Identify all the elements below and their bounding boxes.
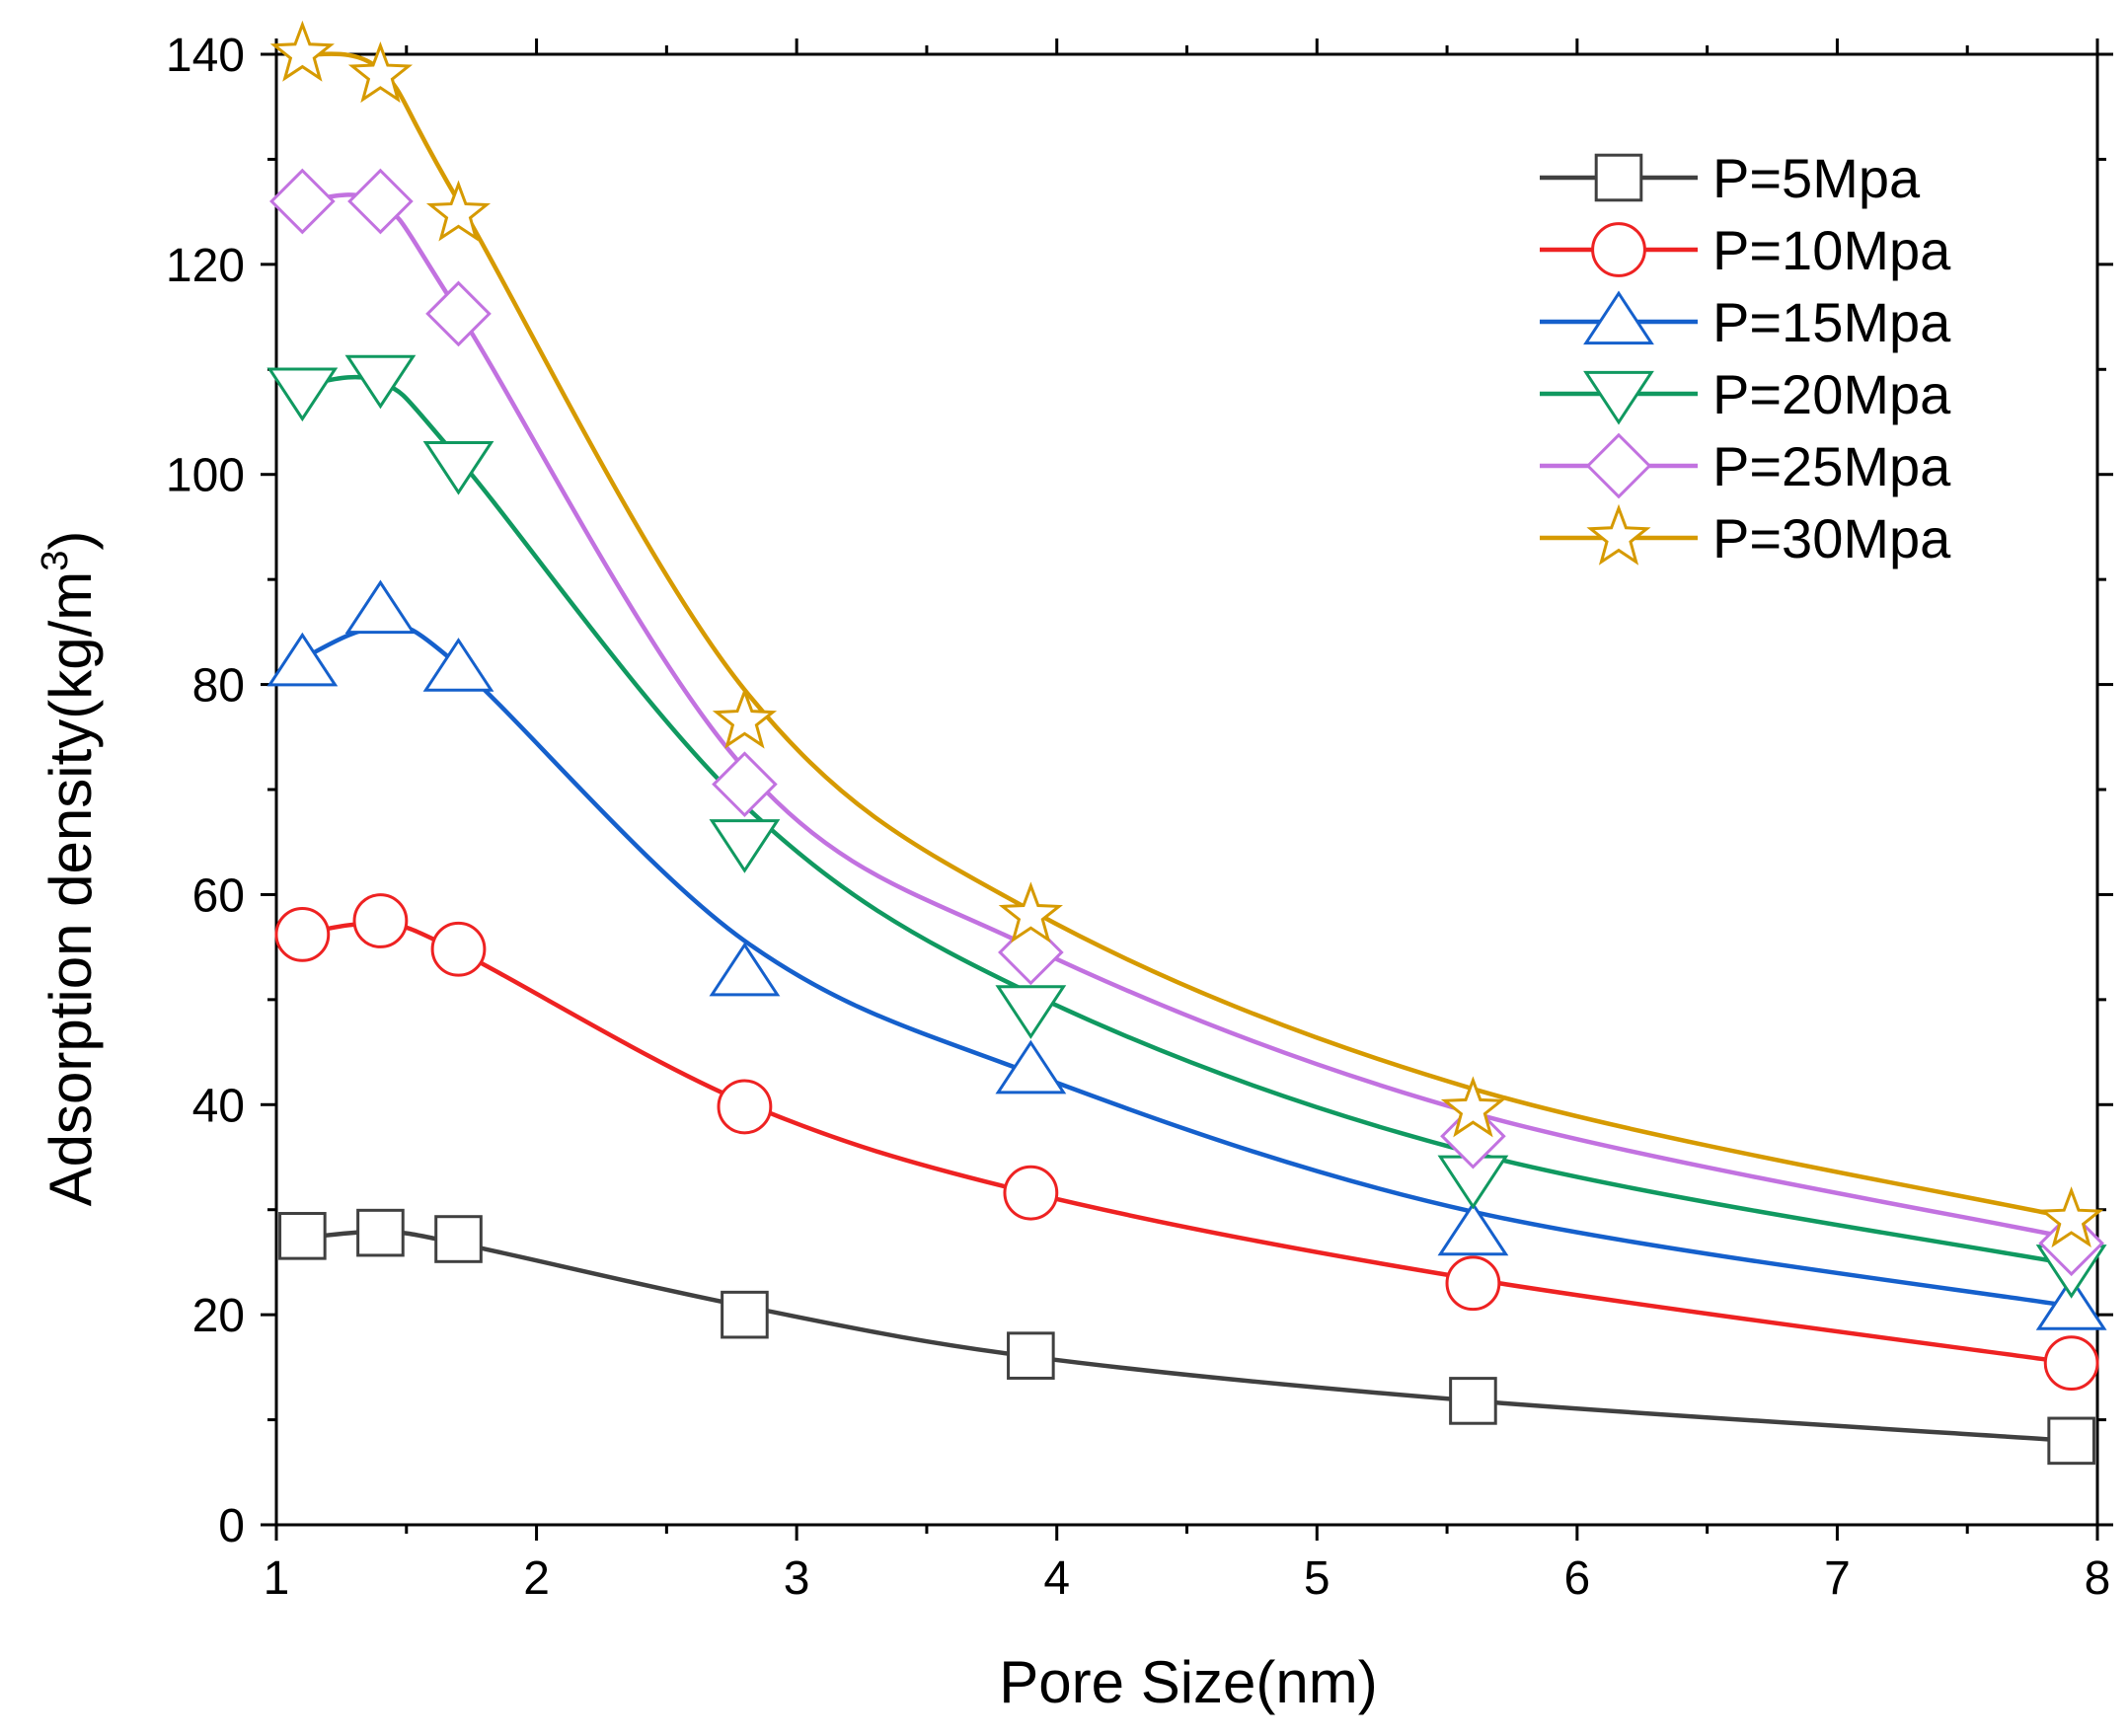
data-point	[2039, 1186, 2104, 1248]
data-point	[430, 921, 487, 977]
data-point	[717, 1079, 773, 1135]
data-point	[356, 1208, 405, 1257]
y-tick-label: 140	[166, 30, 245, 82]
data-point	[352, 893, 409, 948]
legend-marker	[1583, 290, 1654, 345]
legend-item: P=30Mpa	[1540, 503, 1951, 569]
data-point	[1440, 1076, 1506, 1138]
data-point	[434, 1215, 483, 1263]
series-p-15mpa	[266, 579, 2107, 1330]
legend-label: P=10Mpa	[1712, 219, 1951, 281]
legend-label: P=20Mpa	[1712, 363, 1951, 425]
legend-item: P=20Mpa	[1540, 363, 1951, 425]
data-point	[1449, 1377, 1497, 1425]
legend-item: P=25Mpa	[1540, 432, 1951, 499]
y-axis-title-superscript: 3	[35, 551, 76, 571]
x-tick-label: 7	[1824, 1552, 1851, 1605]
legend-item: P=10Mpa	[1540, 219, 1951, 281]
data-point	[709, 819, 781, 873]
x-axis-title: Pore Size(nm)	[999, 1649, 1377, 1715]
series-p-30mpa	[269, 20, 2104, 1248]
series-line	[302, 921, 2072, 1366]
data-point	[1007, 1331, 1055, 1380]
data-point	[425, 180, 492, 242]
data-point	[269, 20, 335, 82]
data-point	[269, 168, 336, 235]
data-point	[425, 280, 492, 347]
y-axis-title: Adsorption density(kg/m3)	[35, 531, 104, 1207]
x-tick-label: 1	[264, 1552, 290, 1605]
data-point	[344, 579, 417, 635]
legend-item: P=5Mpa	[1540, 147, 1921, 209]
series-line	[302, 374, 2073, 1267]
x-tick-label: 8	[2085, 1552, 2111, 1605]
data-point	[995, 985, 1067, 1039]
legend-marker	[1594, 153, 1643, 202]
legend-marker	[1583, 370, 1654, 425]
data-point	[422, 638, 494, 692]
y-tick-label: 100	[166, 450, 245, 502]
data-point	[344, 354, 417, 410]
y-tick-label: 20	[192, 1290, 245, 1342]
y-axis-title-close: )	[38, 531, 104, 551]
y-tick-label: 0	[218, 1500, 245, 1552]
legend-marker	[1585, 432, 1652, 499]
data-point	[266, 632, 339, 687]
data-point	[1445, 1255, 1501, 1312]
y-tick-label: 60	[192, 869, 245, 922]
data-point	[998, 919, 1064, 986]
legend-label: P=15Mpa	[1712, 291, 1951, 353]
data-point	[2038, 1210, 2104, 1277]
data-point	[2047, 1416, 2095, 1466]
x-tick-label: 3	[784, 1552, 810, 1605]
data-point	[278, 1212, 327, 1260]
y-axis-title-main: Adsorption density(kg/m	[38, 571, 104, 1207]
data-point	[2043, 1335, 2099, 1391]
x-tick-label: 2	[523, 1552, 550, 1605]
legend-item: P=15Mpa	[1540, 290, 1951, 353]
series-line	[302, 1229, 2072, 1444]
data-point	[347, 168, 414, 235]
data-point	[266, 367, 339, 422]
data-point	[422, 440, 494, 495]
data-point	[1440, 1102, 1506, 1170]
series-line	[301, 624, 2072, 1309]
legend-label: P=30Mpa	[1712, 507, 1951, 569]
data-point	[274, 906, 331, 962]
series-line	[301, 51, 2073, 1221]
series-p-5mpa	[278, 1208, 2095, 1466]
legend-label: P=25Mpa	[1712, 435, 1951, 497]
legend: P=5Mpa P=10Mpa P=15Mpa P=20Mpa P=25Mpa P=30Mp…	[1540, 147, 1951, 569]
data-point	[347, 41, 414, 104]
x-tick-label: 5	[1304, 1552, 1330, 1605]
data-point	[998, 881, 1063, 943]
series-line	[302, 192, 2073, 1241]
data-point	[712, 687, 778, 749]
x-tick-label: 6	[1564, 1552, 1591, 1605]
data-point	[709, 942, 781, 997]
x-tick-label: 4	[1043, 1552, 1070, 1605]
data-point	[995, 1039, 1067, 1094]
legend-marker	[1586, 503, 1651, 566]
data-point	[721, 1290, 769, 1339]
y-tick-label: 120	[166, 240, 245, 292]
data-point	[2035, 1276, 2107, 1330]
series-p-10mpa	[274, 893, 2099, 1391]
data-point	[712, 751, 778, 817]
legend-marker	[1591, 222, 1646, 277]
plot-area	[266, 20, 2107, 1466]
data-point	[1003, 1165, 1059, 1221]
y-tick-label: 40	[192, 1080, 245, 1132]
y-tick-label: 80	[192, 660, 245, 713]
data-point	[1437, 1201, 1509, 1256]
legend-label: P=5Mpa	[1712, 147, 1921, 209]
